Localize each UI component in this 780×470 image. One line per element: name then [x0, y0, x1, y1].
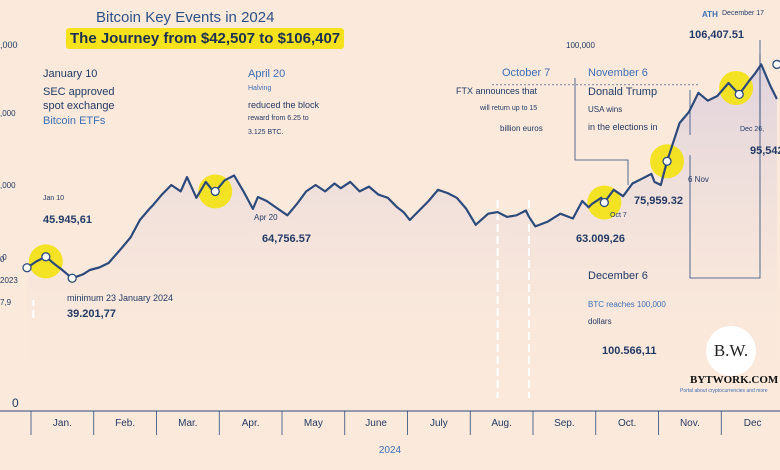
apr20-tag: Apr 20 [254, 213, 278, 222]
oct7-point [599, 197, 609, 208]
x-label-may: May [304, 418, 323, 429]
brand-name: BYTWORK.COM [690, 374, 779, 386]
x-label-feb: Feb. [115, 418, 135, 429]
oct7-connector [574, 78, 629, 185]
x-label-july: July [430, 418, 448, 429]
nov6-line3: in the elections in [588, 122, 658, 132]
minimum-value: 39.201,77 [67, 308, 116, 320]
x-label-dec: Dec [744, 418, 762, 429]
oct7-line2: will return up to 15 [480, 105, 538, 112]
x-label-mar: Mar. [178, 418, 197, 429]
x-axis-title: 2024 [379, 445, 402, 456]
oct7-title: October 7 [502, 67, 551, 79]
ytick-partial-1: ,000 [0, 109, 16, 118]
jan10-line2: spot exchange [43, 100, 115, 112]
apr20-line3: 3.125 BTC. [248, 129, 284, 136]
dec6-value: 100.566,11 [602, 345, 657, 357]
apr20-sub: Halving [248, 85, 272, 92]
ath-date: December 17 [722, 10, 765, 17]
jan10-tag: Jan 10 [43, 195, 65, 202]
x-label-nov: Nov. [680, 418, 700, 429]
dec-highlight [719, 71, 754, 105]
oct7-line1: FTX announces that [456, 86, 538, 96]
minimum-point [67, 273, 77, 283]
nov6-line2: USA wins [588, 105, 623, 114]
start-point [22, 263, 32, 273]
oct7-tag: Oct 7 [610, 212, 627, 219]
ytick-0: 0 [12, 396, 19, 410]
apr20-line1: reduced the block [248, 100, 320, 110]
ath-label: ATH [702, 10, 718, 19]
chart-title: Bitcoin Key Events in 2024 [96, 9, 275, 26]
apr20-point [210, 186, 220, 197]
ytick-100000: 100,000 [566, 41, 595, 50]
price-line [26, 63, 778, 280]
oct7-value: 63.009,26 [576, 233, 625, 245]
jan10-title: January 10 [43, 68, 98, 80]
ytick-partial-3: ,0 [0, 253, 7, 262]
apr20-value: 64,756.57 [262, 233, 311, 245]
price-area-fill [27, 64, 777, 404]
ytick-partial-0: ,000 [0, 40, 18, 50]
dec6-line2: dollars [588, 317, 612, 326]
jan10-value: 45.945,61 [43, 214, 92, 226]
dec-point [734, 89, 744, 100]
jan10-line1: SEC approved [43, 86, 115, 98]
dec6-line1: BTC reaches 100,000 [588, 300, 666, 309]
apr20-line2: reward from 6.25 to [248, 115, 309, 122]
ytick-partial-2: ,000 [0, 181, 16, 190]
x-label-oct: Oct. [618, 418, 636, 429]
nov6-point [662, 156, 672, 166]
x-label-aug: Aug. [491, 418, 512, 429]
dec6-connector [689, 55, 761, 279]
ath-value: 106,407.51 [689, 29, 745, 41]
dec26-tag: Dec 26, [740, 126, 765, 133]
nov6-tag: 6 Nov [688, 175, 709, 184]
jan10-line3: Bitcoin ETFs [43, 115, 106, 127]
ath-point [772, 59, 780, 70]
dec26-value: 95,542 [750, 145, 780, 157]
nov6-line1: Donald Trump [588, 86, 658, 98]
minimum-label: minimum 23 January 2024 [67, 293, 174, 303]
dec6-title: December 6 [588, 270, 648, 282]
x-label-june: June [365, 418, 387, 429]
oct7-line3: billion euros [500, 124, 543, 133]
x-label-jan: Jan. [53, 418, 72, 429]
logo-text: B.W. [713, 341, 749, 360]
ytick-partial-6: 2023 [0, 276, 18, 285]
ytick-partial-5: 0 [0, 255, 5, 264]
apr20-title: April 20 [248, 68, 286, 80]
jan10-point [41, 252, 51, 262]
nov6-value: 75,959.32 [634, 195, 683, 207]
nov6-title: November 6 [588, 67, 648, 79]
brand-tagline: Portal about cryptocurrencies and more [680, 388, 768, 394]
chart-subtitle: The Journey from $42,507 to $106,407 [66, 28, 345, 49]
x-label-apr: Apr. [242, 418, 260, 429]
ytick-partial-4: 7,9 [0, 298, 12, 307]
x-label-sep: Sep. [554, 418, 575, 429]
bytwork-logo: B.W. [706, 326, 756, 376]
